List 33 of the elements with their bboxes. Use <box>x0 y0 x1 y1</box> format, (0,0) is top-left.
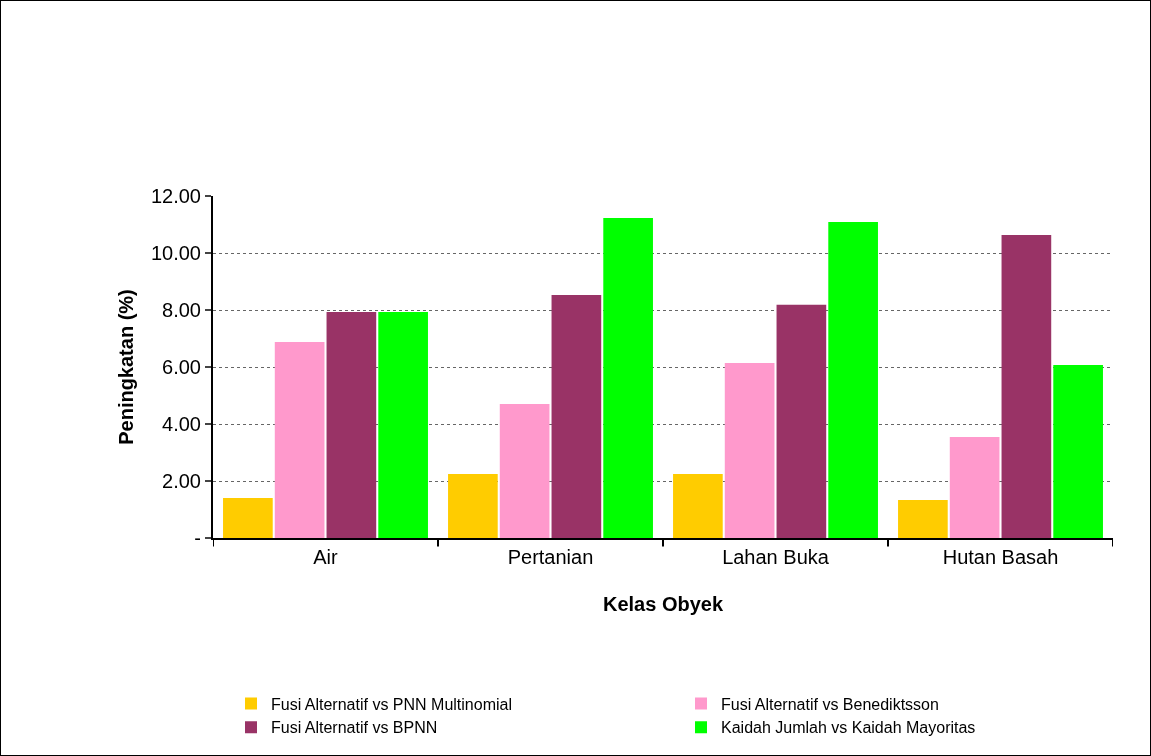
bar <box>949 437 1000 538</box>
bar <box>499 404 550 538</box>
y-tick-label: 10.00 <box>150 242 201 264</box>
legend-label: Fusi Alternatif vs BPNN <box>271 719 438 737</box>
legend-label: Fusi Alternatif vs PNN Multinomial <box>271 695 512 713</box>
y-tick-label: 8.00 <box>162 299 201 321</box>
bar <box>1053 365 1103 538</box>
bar <box>223 498 273 538</box>
legend-label: Fusi Alternatif vs Benediktsson <box>721 695 939 713</box>
bar <box>898 500 948 538</box>
bar <box>724 363 775 538</box>
y-tick-label: 2.00 <box>162 470 201 492</box>
bar <box>1001 235 1052 538</box>
bar <box>326 312 377 538</box>
y-tick-label: - <box>194 527 201 549</box>
bar <box>776 304 827 538</box>
legend-label: Kaidah Jumlah vs Kaidah Mayoritas <box>721 719 976 737</box>
bar <box>673 473 723 538</box>
y-tick-label: 4.00 <box>162 413 201 435</box>
y-tick-label: 6.00 <box>162 356 201 378</box>
bar <box>603 217 653 538</box>
x-tick-label: Pertanian <box>507 546 594 568</box>
x-axis-title: Kelas Obyek <box>602 593 724 615</box>
bar <box>828 221 878 538</box>
x-tick-label: Hutan Basah <box>942 546 1059 568</box>
x-tick-label: Lahan Buka <box>722 546 830 568</box>
bar <box>448 473 498 538</box>
bar <box>551 294 602 538</box>
bar <box>378 312 428 538</box>
bar <box>274 341 325 538</box>
y-axis-title: Peningkatan (%) <box>114 289 137 445</box>
y-tick-label: 12.00 <box>150 185 201 207</box>
x-tick-label: Air <box>313 546 339 568</box>
